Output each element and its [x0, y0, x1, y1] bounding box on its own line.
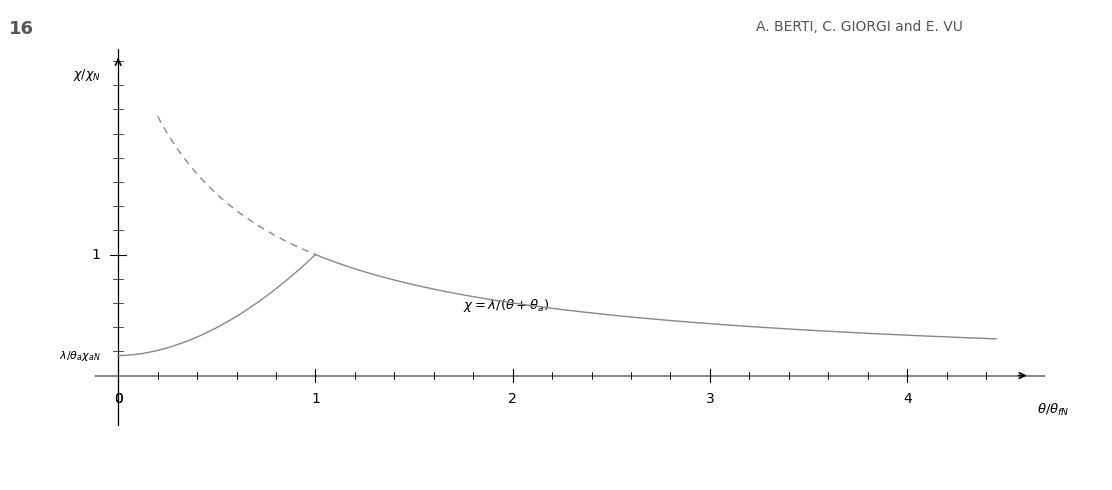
- Text: 1: 1: [311, 392, 320, 406]
- Text: $\chi/\chi_N$: $\chi/\chi_N$: [72, 67, 100, 83]
- Text: 3: 3: [706, 392, 714, 406]
- Text: $\lambda/\theta_a\chi_{aN}$: $\lambda/\theta_a\chi_{aN}$: [59, 348, 100, 363]
- Text: 16: 16: [9, 20, 33, 38]
- Text: 0: 0: [113, 392, 122, 406]
- Text: 4: 4: [903, 392, 912, 406]
- Text: $\chi=\lambda/(\theta+\theta_a)$: $\chi=\lambda/(\theta+\theta_a)$: [464, 297, 550, 314]
- Text: A. BERTI, C. GIORGI and E. VU: A. BERTI, C. GIORGI and E. VU: [756, 20, 963, 34]
- Text: 2: 2: [508, 392, 517, 406]
- Text: 0: 0: [113, 392, 122, 406]
- Text: 1: 1: [91, 247, 100, 262]
- Text: $\theta/\theta_{fN}$: $\theta/\theta_{fN}$: [1037, 402, 1070, 418]
